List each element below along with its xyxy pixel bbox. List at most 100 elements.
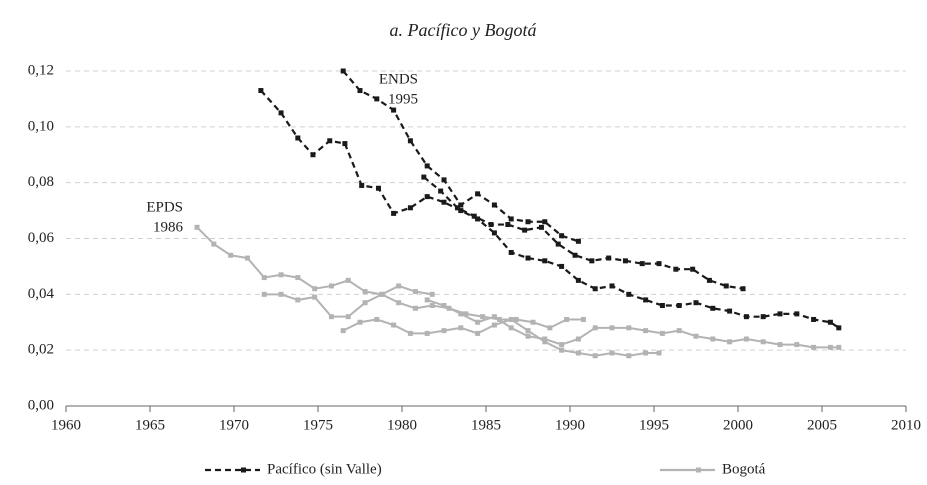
point-marker bbox=[727, 308, 733, 314]
point-marker bbox=[693, 300, 699, 306]
point-marker bbox=[559, 263, 565, 269]
point-marker bbox=[407, 205, 413, 211]
point-marker bbox=[340, 68, 346, 74]
point-marker bbox=[777, 311, 783, 317]
point-marker bbox=[458, 325, 464, 331]
point-marker bbox=[575, 238, 581, 244]
point-marker bbox=[458, 208, 464, 214]
point-marker bbox=[374, 96, 380, 102]
point-marker bbox=[491, 230, 497, 236]
point-marker bbox=[261, 275, 267, 281]
point-marker bbox=[592, 353, 598, 359]
point-marker bbox=[522, 227, 528, 233]
point-marker bbox=[710, 305, 716, 311]
point-marker bbox=[412, 289, 418, 295]
point-marker bbox=[429, 303, 435, 308]
point-marker bbox=[609, 283, 615, 289]
point-marker bbox=[475, 216, 481, 222]
point-marker bbox=[777, 342, 783, 348]
point-marker bbox=[391, 210, 397, 216]
point-marker bbox=[491, 314, 497, 320]
point-marker bbox=[659, 330, 665, 336]
y-tick-label: 0,12 bbox=[28, 62, 54, 78]
point-marker bbox=[827, 319, 833, 325]
point-marker bbox=[656, 261, 662, 267]
point-marker bbox=[471, 213, 477, 219]
point-marker bbox=[441, 177, 447, 183]
point-marker bbox=[357, 88, 363, 94]
legend-marker bbox=[241, 467, 246, 473]
annotation: ENDS bbox=[379, 71, 418, 87]
series-line bbox=[423, 176, 744, 290]
point-marker bbox=[258, 88, 264, 94]
point-marker bbox=[391, 322, 397, 328]
point-marker bbox=[592, 325, 598, 331]
point-marker bbox=[639, 261, 645, 267]
point-marker bbox=[743, 336, 749, 342]
point-marker bbox=[463, 311, 469, 317]
legend-marker bbox=[696, 467, 701, 473]
point-marker bbox=[480, 314, 486, 320]
point-marker bbox=[345, 277, 351, 283]
x-tick-label: 1960 bbox=[51, 417, 81, 433]
point-marker bbox=[327, 138, 333, 144]
point-marker bbox=[359, 182, 365, 188]
point-marker bbox=[491, 322, 497, 328]
point-marker bbox=[760, 339, 766, 345]
point-marker bbox=[438, 188, 444, 194]
point-marker bbox=[811, 344, 817, 350]
point-marker bbox=[312, 294, 318, 300]
point-marker bbox=[609, 325, 615, 331]
point-marker bbox=[312, 286, 318, 292]
point-marker bbox=[295, 297, 301, 303]
point-marker bbox=[362, 300, 368, 306]
x-tick-label: 1975 bbox=[303, 417, 333, 433]
point-marker bbox=[310, 152, 316, 158]
point-marker bbox=[538, 224, 544, 230]
point-marker bbox=[592, 286, 598, 292]
point-marker bbox=[278, 291, 284, 297]
point-marker bbox=[659, 303, 665, 308]
x-tick-label: 2005 bbox=[807, 417, 837, 433]
point-marker bbox=[424, 297, 430, 303]
point-marker bbox=[643, 297, 649, 303]
x-tick-label: 1995 bbox=[639, 417, 669, 433]
point-marker bbox=[396, 300, 402, 306]
point-marker bbox=[508, 316, 514, 322]
point-marker bbox=[391, 107, 397, 113]
point-marker bbox=[211, 241, 217, 247]
x-tick-label: 2000 bbox=[723, 417, 753, 433]
point-marker bbox=[706, 277, 712, 283]
x-tick-label: 1980 bbox=[387, 417, 417, 433]
point-marker bbox=[407, 138, 413, 144]
point-marker bbox=[421, 174, 427, 180]
point-marker bbox=[295, 275, 301, 281]
point-marker bbox=[626, 291, 632, 297]
series-line bbox=[196, 226, 584, 329]
y-tick-label: 0,10 bbox=[28, 118, 54, 134]
x-tick-label: 1985 bbox=[471, 417, 501, 433]
y-tick-label: 0,00 bbox=[28, 397, 54, 413]
point-marker bbox=[580, 316, 586, 322]
point-marker bbox=[673, 266, 679, 272]
point-marker bbox=[575, 350, 581, 356]
point-marker bbox=[827, 344, 833, 350]
point-marker bbox=[488, 222, 494, 228]
point-marker bbox=[559, 347, 565, 353]
point-marker bbox=[559, 233, 565, 239]
point-marker bbox=[559, 342, 565, 348]
point-marker bbox=[458, 311, 464, 317]
point-marker bbox=[723, 283, 729, 289]
point-marker bbox=[626, 353, 632, 359]
point-marker bbox=[622, 258, 628, 264]
point-marker bbox=[710, 336, 716, 342]
point-marker bbox=[412, 305, 418, 311]
point-marker bbox=[357, 319, 363, 325]
point-marker bbox=[525, 333, 531, 339]
point-marker bbox=[379, 291, 385, 297]
point-marker bbox=[740, 286, 746, 292]
point-marker bbox=[345, 314, 351, 320]
point-marker bbox=[194, 224, 200, 230]
chart-title: a. Pacífico y Bogotá bbox=[390, 20, 537, 40]
point-marker bbox=[643, 350, 649, 356]
